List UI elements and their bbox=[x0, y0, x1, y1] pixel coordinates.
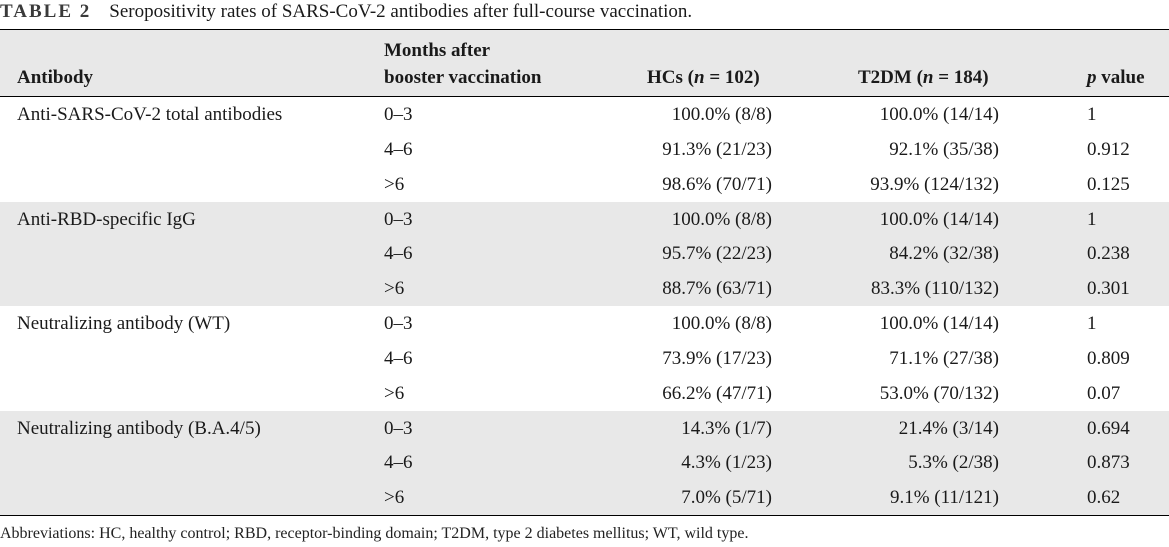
cell-antibody: Anti-SARS-CoV-2 total antibodies bbox=[17, 104, 283, 125]
cell-p-value: 0.912 bbox=[1087, 138, 1130, 160]
cell-months: >6 bbox=[384, 487, 405, 509]
cell-t2dm: 100.0% (14/14) bbox=[879, 104, 999, 125]
table-group: Anti-RBD-specific IgG 0–3 100.0% (8/8) 100.… bbox=[0, 201, 1169, 306]
data-table: Antibody Months after booster vaccinatio… bbox=[0, 29, 1169, 516]
cell-p-value: 0.07 bbox=[1087, 382, 1121, 404]
cell-hcs: 100.0% (8/8) bbox=[671, 104, 772, 125]
table-row: 4–6 95.7% (22/23) 84.2% (32/38) 0.238 bbox=[0, 236, 1169, 271]
cell-t2dm: 9.1% (11/121) bbox=[889, 487, 999, 509]
cell-antibody: Anti-RBD-specific IgG bbox=[17, 208, 196, 230]
cell-hcs: 100.0% (8/8) bbox=[671, 208, 772, 230]
table-footnote: Abbreviations: HC, healthy control; RBD,… bbox=[0, 525, 749, 542]
cell-p-value: 0.125 bbox=[1087, 173, 1130, 195]
table-row: 4–6 91.3% (21/23) 92.1% (35/38) 0.912 bbox=[0, 132, 1169, 167]
cell-months: >6 bbox=[384, 278, 405, 300]
cell-months: 0–3 bbox=[384, 208, 413, 230]
cell-t2dm: 92.1% (35/38) bbox=[889, 138, 999, 160]
cell-t2dm: 100.0% (14/14) bbox=[879, 208, 999, 230]
header-months-line1: Months after bbox=[384, 40, 491, 61]
cell-months: 4–6 bbox=[384, 347, 413, 369]
cell-hcs: 4.3% (1/23) bbox=[681, 452, 772, 474]
header-p-suffix: value bbox=[1096, 67, 1145, 88]
header-hcs: HCs (n = 102) bbox=[647, 67, 760, 89]
cell-p-value: 0.301 bbox=[1087, 278, 1130, 300]
cell-t2dm: 100.0% (14/14) bbox=[879, 313, 999, 334]
cell-hcs: 98.6% (70/71) bbox=[662, 173, 772, 195]
header-hcs-prefix: HCs ( bbox=[647, 67, 694, 88]
cell-months: 0–3 bbox=[384, 417, 413, 439]
cell-hcs: 7.0% (5/71) bbox=[681, 487, 772, 509]
cell-months: 4–6 bbox=[384, 243, 413, 265]
table-row: Neutralizing antibody (WT) 0–3 100.0% (8/8… bbox=[0, 306, 1169, 341]
table-row: >6 98.6% (70/71) 93.9% (124/132) 0.125 bbox=[0, 167, 1169, 202]
header-t2dm-suffix: = 184) bbox=[933, 67, 989, 88]
cell-hcs: 73.9% (17/23) bbox=[662, 347, 772, 369]
cell-p-value: 0.62 bbox=[1087, 487, 1121, 509]
table-row: >6 88.7% (63/71) 83.3% (110/132) 0.301 bbox=[0, 271, 1169, 306]
table-row: 4–6 73.9% (17/23) 71.1% (27/38) 0.809 bbox=[0, 341, 1169, 376]
header-t2dm-n: n bbox=[922, 67, 934, 88]
cell-hcs: 66.2% (47/71) bbox=[662, 382, 772, 404]
table-group: Neutralizing antibody (B.A.4/5) 0–3 14.3% … bbox=[0, 410, 1169, 515]
table-row: 4–6 4.3% (1/23) 5.3% (2/38) 0.873 bbox=[0, 445, 1169, 480]
table-row: >6 7.0% (5/71) 9.1% (11/121) 0.62 bbox=[0, 480, 1169, 515]
cell-antibody: Neutralizing antibody (B.A.4/5) bbox=[17, 417, 261, 439]
cell-t2dm: 53.0% (70/132) bbox=[879, 382, 999, 404]
table-caption: TABLE 2 Seropositivity rates of SARS-CoV-… bbox=[0, 0, 692, 26]
header-months-line2: booster vaccination bbox=[384, 67, 542, 88]
cell-hcs: 100.0% (8/8) bbox=[671, 313, 772, 334]
cell-t2dm: 71.1% (27/38) bbox=[889, 347, 999, 369]
cell-hcs: 95.7% (22/23) bbox=[662, 243, 772, 265]
table-body: Anti-SARS-CoV-2 total antibodies 0–3 100.0… bbox=[0, 97, 1169, 515]
header-t2dm-prefix: T2DM ( bbox=[858, 67, 923, 88]
cell-months: >6 bbox=[384, 382, 405, 404]
header-p-italic: p bbox=[1087, 67, 1097, 88]
cell-months: 4–6 bbox=[384, 452, 413, 474]
header-hcs-suffix: = 102) bbox=[704, 67, 760, 88]
cell-p-value: 0.694 bbox=[1087, 417, 1130, 439]
table-row: Neutralizing antibody (B.A.4/5) 0–3 14.3% … bbox=[0, 411, 1169, 446]
table-row: Anti-SARS-CoV-2 total antibodies 0–3 100.0… bbox=[0, 97, 1169, 132]
cell-p-value: 0.873 bbox=[1087, 452, 1130, 474]
table-group: Anti-SARS-CoV-2 total antibodies 0–3 100.0… bbox=[0, 97, 1169, 202]
cell-p-value: 1 bbox=[1087, 104, 1097, 125]
cell-hcs: 14.3% (1/7) bbox=[681, 417, 772, 439]
header-hcs-n: n bbox=[693, 67, 705, 88]
table-title: Seropositivity rates of SARS-CoV-2 antib… bbox=[109, 1, 693, 22]
cell-months: >6 bbox=[384, 173, 405, 195]
table-group: Neutralizing antibody (WT) 0–3 100.0% (8/8… bbox=[0, 306, 1169, 411]
cell-antibody: Neutralizing antibody (WT) bbox=[17, 313, 231, 334]
cell-t2dm: 21.4% (3/14) bbox=[898, 417, 999, 439]
cell-t2dm: 5.3% (2/38) bbox=[908, 452, 999, 474]
cell-hcs: 91.3% (21/23) bbox=[662, 138, 772, 160]
table-header: Antibody Months after booster vaccinatio… bbox=[0, 30, 1169, 97]
cell-months: 0–3 bbox=[384, 313, 413, 334]
cell-t2dm: 83.3% (110/132) bbox=[870, 278, 999, 300]
header-p-value: p value bbox=[1087, 67, 1145, 89]
cell-months: 0–3 bbox=[384, 104, 413, 125]
cell-hcs: 88.7% (63/71) bbox=[662, 278, 772, 300]
table-label: TABLE 2 bbox=[0, 1, 92, 22]
table-row: >6 66.2% (47/71) 53.0% (70/132) 0.07 bbox=[0, 376, 1169, 411]
cell-p-value: 1 bbox=[1087, 208, 1097, 230]
cell-t2dm: 93.9% (124/132) bbox=[870, 173, 999, 195]
header-t2dm: T2DM (n = 184) bbox=[858, 67, 989, 89]
header-antibody: Antibody bbox=[17, 67, 94, 88]
cell-t2dm: 84.2% (32/38) bbox=[889, 243, 999, 265]
table-row: Anti-RBD-specific IgG 0–3 100.0% (8/8) 100.… bbox=[0, 202, 1169, 237]
cell-p-value: 0.809 bbox=[1087, 347, 1130, 369]
cell-p-value: 0.238 bbox=[1087, 243, 1130, 265]
cell-p-value: 1 bbox=[1087, 313, 1097, 334]
cell-months: 4–6 bbox=[384, 138, 413, 160]
